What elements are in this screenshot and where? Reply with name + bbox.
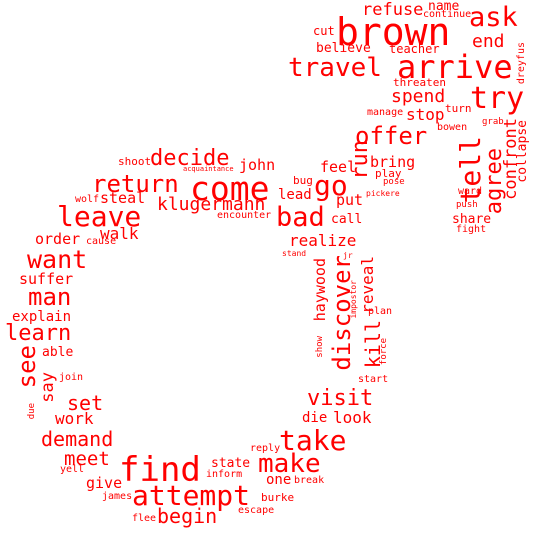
word: spend <box>391 86 446 107</box>
word: lead <box>278 187 312 203</box>
word: call <box>331 212 363 227</box>
word: yell <box>60 464 85 475</box>
word: share <box>452 212 492 227</box>
word: reply <box>250 443 281 454</box>
word: play <box>375 167 402 180</box>
word: brown <box>336 10 451 54</box>
word: attempt <box>132 479 251 512</box>
word: show <box>315 336 325 358</box>
word: die <box>302 410 328 426</box>
word: dreyfus <box>516 42 527 85</box>
word: john <box>239 156 276 174</box>
word: shoot <box>118 155 152 168</box>
word: try <box>470 81 525 116</box>
word: arrive <box>397 48 513 86</box>
word: take <box>279 424 347 457</box>
word: continue <box>423 9 472 20</box>
word: escape <box>238 505 275 516</box>
word: travel <box>288 53 382 83</box>
word: stop <box>406 105 445 124</box>
word: meet <box>64 448 110 470</box>
word: demand <box>41 427 114 451</box>
word: learn <box>5 321 72 346</box>
word: inform <box>206 469 243 480</box>
word: james <box>102 491 133 502</box>
word: threaten <box>393 76 446 89</box>
word: stand <box>282 249 307 258</box>
word: end <box>472 31 505 52</box>
word: begin <box>157 504 218 528</box>
word: klugermann <box>157 194 266 215</box>
word: teacher <box>389 42 440 56</box>
word: bug <box>293 174 313 187</box>
word: force <box>379 338 389 366</box>
word: ask <box>469 2 518 33</box>
word: believe <box>316 41 371 56</box>
word: steal <box>100 189 146 207</box>
word: join <box>59 372 84 383</box>
word: bring <box>370 153 416 171</box>
word: suffer <box>19 270 74 288</box>
word: due <box>27 403 37 420</box>
word: give <box>86 474 123 492</box>
word: man <box>28 283 72 311</box>
word: return <box>92 170 179 198</box>
word: grab <box>482 117 504 127</box>
word: cut <box>313 24 335 38</box>
word: encounter <box>217 210 272 221</box>
word: flee <box>132 513 157 524</box>
word: state <box>211 456 251 471</box>
word: one <box>266 472 292 488</box>
word: wolf <box>75 194 100 205</box>
word: burke <box>261 491 295 504</box>
word: fight <box>456 224 487 235</box>
word: pose <box>383 177 405 187</box>
word: offer <box>355 122 428 150</box>
word: refuse <box>362 0 424 20</box>
word: push <box>456 200 478 210</box>
word: haywood <box>311 258 329 322</box>
word: collapse <box>515 120 530 183</box>
word: impostor <box>349 280 358 319</box>
word: turn <box>445 102 472 115</box>
word: see <box>13 345 41 389</box>
word: decide <box>150 146 230 171</box>
word: set <box>67 391 104 415</box>
word: start <box>358 374 389 385</box>
word: leave <box>57 200 142 233</box>
word: bad <box>276 202 325 233</box>
word: work <box>55 409 94 428</box>
word: pickere <box>366 189 400 198</box>
word: find <box>119 450 201 490</box>
word: say <box>38 372 58 403</box>
word: able <box>42 345 74 360</box>
word: order <box>35 230 81 248</box>
word: look <box>333 408 372 427</box>
word: break <box>294 475 325 486</box>
word: want <box>27 245 88 274</box>
word: put <box>336 191 364 209</box>
word: jr <box>343 251 353 260</box>
word: explain <box>12 309 72 325</box>
word: cause <box>86 236 117 247</box>
word: visit <box>307 386 374 411</box>
word: plan <box>368 306 393 317</box>
word: go <box>314 169 348 202</box>
word: bowen <box>437 122 468 133</box>
word: realize <box>289 231 357 250</box>
word: come <box>190 169 270 208</box>
word: feel <box>320 158 357 176</box>
word: make <box>258 449 321 479</box>
word: acquaintance <box>183 165 234 173</box>
word: ward <box>458 186 483 197</box>
word: walk <box>100 224 139 243</box>
word: manage <box>367 107 404 118</box>
word: name <box>428 0 460 14</box>
